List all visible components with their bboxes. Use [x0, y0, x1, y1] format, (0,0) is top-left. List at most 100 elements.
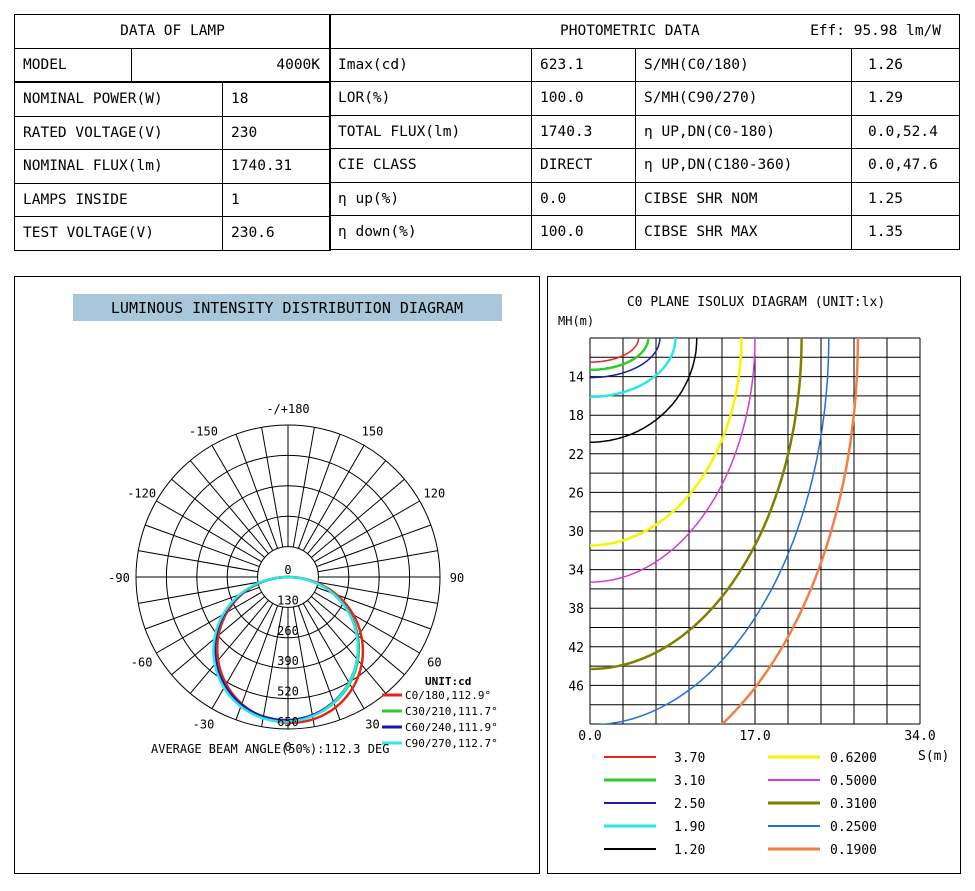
isolux-y-tick: 42: [568, 641, 584, 656]
polar-spoke: [171, 478, 266, 558]
isolux-grid: [589, 337, 921, 725]
isolux-contour: [720, 338, 860, 724]
isolux-contour: [590, 338, 756, 583]
polar-spoke: [156, 500, 262, 563]
polar-angle-label: -150: [189, 425, 218, 439]
photo-value: 1.26: [850, 47, 961, 82]
isolux-y-tick: 46: [568, 679, 584, 694]
polar-spoke: [316, 524, 432, 568]
polar-angle-label: 150: [362, 425, 384, 439]
lamp-row-value: 1: [222, 182, 331, 217]
isolux-contour: [597, 338, 830, 724]
polar-radial-tick: 650: [277, 715, 299, 729]
polar-angle-label: 60: [427, 656, 441, 670]
isolux-legend-label: 0.1900: [830, 843, 877, 858]
polar-spoke: [297, 605, 341, 721]
photo-value: 1740.3: [531, 114, 636, 149]
photo-label: LOR(%): [329, 81, 532, 116]
polar-spoke: [302, 445, 365, 551]
isolux-legend-label: 3.10: [674, 774, 705, 789]
polar-radial-tick: 0: [284, 563, 291, 577]
isolux-legend-label: 0.5000: [830, 774, 877, 789]
polar-spoke: [314, 500, 420, 563]
polar-angle-label: -30: [193, 717, 215, 731]
isolux-legend: 3.70 3.10 2.50 1.90 1.20 0.6200 0.5000 0.3100 0.…: [604, 751, 877, 858]
polar-spoke: [189, 599, 269, 694]
polar-spoke: [261, 606, 284, 727]
photo-value: 1.25: [850, 181, 961, 216]
polar-chart: LUMINOUS INTENSITY DISTRIBUTION DIAGRAM …: [73, 294, 502, 756]
photo-label: η UP,DN(C0-180): [635, 114, 852, 149]
photometric-data-table: PHOTOMETRIC DATA Eff: 95.98 lm/W Imax(cd…: [328, 14, 961, 250]
polar-radial-tick: 130: [277, 593, 299, 607]
isolux-y-tick: 34: [568, 564, 584, 579]
polar-diagram-panel: LUMINOUS INTENSITY DISTRIBUTION DIAGRAM …: [14, 276, 540, 874]
polar-spoke: [307, 599, 387, 694]
isolux-legend-label: 0.6200: [830, 751, 877, 766]
polar-spoke: [144, 524, 260, 568]
lamp-row-label: TEST VOLTAGE(V): [14, 216, 223, 251]
photo-label: TOTAL FLUX(lm): [329, 114, 532, 149]
photo-value: 100.0: [531, 81, 636, 116]
polar-spoke: [297, 433, 341, 549]
polar-spoke: [310, 478, 405, 558]
polar-angle-label: 90: [450, 571, 464, 585]
isolux-x-axis-label: S(m): [918, 749, 949, 764]
lamp-table-header: DATA OF LAMP: [13, 14, 332, 49]
polar-legend: C0/180,112.9° C30/210,111.7° C60/240,111.9…: [382, 689, 498, 750]
polar-unit-label: UNIT:cd: [425, 675, 471, 688]
photo-label: CIBSE SHR NOM: [635, 181, 852, 216]
polar-spoke: [138, 581, 259, 604]
isolux-contour: [590, 338, 650, 372]
polar-angle-label: 120: [424, 487, 446, 501]
polar-spoke: [211, 445, 274, 551]
polar-angle-label: -90: [108, 571, 130, 585]
polar-angle-label: -120: [127, 487, 156, 501]
isolux-contour: [590, 338, 743, 547]
photo-label: η UP,DN(C180-360): [635, 148, 852, 183]
isolux-contour: [590, 338, 677, 399]
polar-spoke: [317, 550, 438, 573]
isolux-y-axis-label: MH(m): [558, 314, 594, 328]
polar-spoke: [261, 427, 284, 548]
isolux-legend-label: 0.3100: [830, 797, 877, 812]
isolux-contour: [590, 338, 698, 443]
isolux-legend-label: 3.70: [674, 751, 705, 766]
lamp-row-value: 18: [222, 82, 331, 117]
lamp-row-value: 4000K: [130, 47, 332, 82]
polar-radial-tick: 520: [277, 685, 299, 699]
lamp-row-label: RATED VOLTAGE(V): [14, 115, 223, 150]
isolux-x-tick: 17.0: [739, 729, 770, 744]
polar-labels: -/+180 150 120 90 60 30 0 -30 -60 -90 -120 -150 0 130…: [108, 402, 464, 754]
polar-spoke: [314, 591, 420, 654]
polar-spoke: [292, 606, 315, 727]
lamp-row-label: LAMPS INSIDE: [14, 182, 223, 217]
photo-label: S/MH(C0/180): [635, 47, 852, 82]
polar-legend-label: C60/240,111.9°: [405, 721, 498, 734]
isolux-contour: [590, 338, 803, 671]
polar-spoke: [138, 550, 259, 573]
polar-series-curve: [212, 575, 360, 723]
polar-spoke: [317, 581, 438, 604]
isolux-legend-label: 2.50: [674, 797, 705, 812]
lamp-row-label: MODEL: [14, 47, 132, 82]
beam-angle-footer: AVERAGE BEAM ANGLE(50%):112.3 DEG: [151, 742, 389, 756]
photo-value: 100.0: [531, 215, 636, 250]
photo-label: η down(%): [329, 215, 532, 250]
photo-value: 0.0,52.4: [850, 114, 961, 149]
polar-spoke: [211, 603, 274, 709]
isolux-contours: [590, 338, 860, 724]
lamp-row-value: 230: [222, 115, 331, 150]
photometric-table-header: PHOTOMETRIC DATA: [560, 23, 700, 40]
photo-label: η up(%): [329, 181, 532, 216]
photo-label: S/MH(C90/270): [635, 81, 852, 116]
polar-spoke: [156, 591, 262, 654]
polar-spoke: [235, 605, 279, 721]
photo-value: 0.0,47.6: [850, 148, 961, 183]
polar-legend-label: C30/210,111.7°: [405, 705, 498, 718]
polar-radial-tick: 390: [277, 654, 299, 668]
isolux-diagram-panel: C0 PLANE ISOLUX DIAGRAM (UNIT:lx) MH(m) …: [547, 276, 961, 874]
photo-label: CIBSE SHR MAX: [635, 215, 852, 250]
isolux-y-tick: 26: [568, 486, 584, 501]
isolux-ticks: 14 18 22 26 30 34 38 42 46 0.0 17.0 34.0: [568, 371, 935, 744]
